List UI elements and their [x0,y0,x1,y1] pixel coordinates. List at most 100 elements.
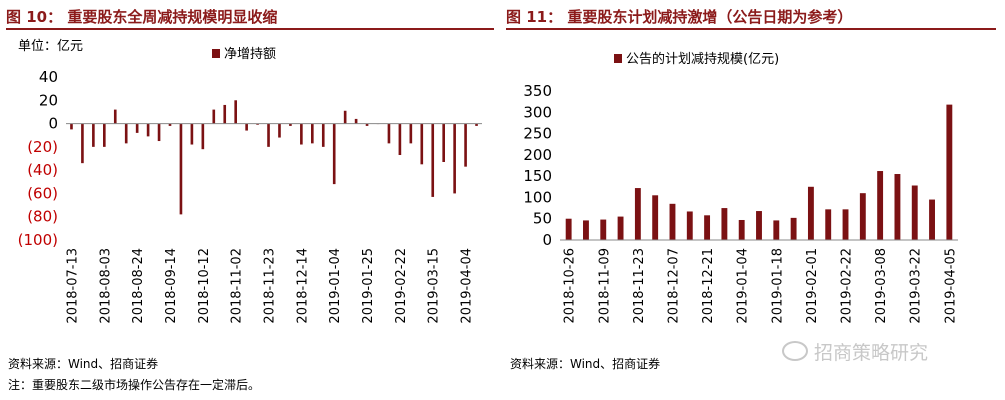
bar [464,123,467,167]
y-tick-label: 40 [39,68,58,86]
x-tick-label: 2019-02-22 [840,248,855,324]
bar [634,188,641,240]
bar [946,104,953,240]
left-source: 资料来源：Wind、招商证券 [8,357,159,371]
x-tick-label: 2018-12-21 [701,248,716,324]
bar [212,109,216,124]
bar [289,123,292,126]
x-tick-label: 2019-04-05 [943,248,958,324]
bar [790,217,797,240]
bar [113,109,117,124]
y-tick-label: 250 [523,125,552,143]
x-tick-label: 2018-10-12 [197,248,212,324]
x-tick-label: 2018-12-07 [666,248,681,324]
bar [146,123,150,137]
y-tick-label: 20 [39,91,58,109]
bar [617,216,624,240]
left-chart-title: 图 10： 重要股东全周减持规模明显收缩 [6,8,278,26]
x-tick-label: 2018-08-03 [98,248,113,324]
bar [387,123,391,144]
x-tick-label: 2018-11-09 [597,248,612,324]
y-tick-label: 100 [523,188,552,206]
x-tick-label: 2019-03-15 [427,248,442,324]
bar [756,211,762,240]
x-tick-label: 2018-12-14 [295,248,310,324]
bar [103,123,106,147]
y-tick-label: 200 [523,146,552,164]
bar [409,123,413,144]
bar [807,186,814,240]
bar [300,123,303,145]
bar [600,219,607,240]
bar [738,219,745,240]
right-chart-title: 图 11： 重要股东计划减持激增（公告日期为参考） [506,8,853,26]
bar [475,123,478,126]
bar [842,209,849,240]
x-tick-label: 2019-03-08 [874,248,889,324]
bar [453,123,456,194]
bar [894,174,901,240]
bar [442,123,445,162]
x-tick-label: 2019-01-25 [361,248,376,324]
bar [825,209,832,240]
x-tick-label: 2019-01-04 [736,248,751,324]
bar [135,123,139,133]
x-tick-label: 2018-07-13 [65,248,80,324]
bar [565,218,572,240]
bar [365,123,369,126]
x-tick-label: 2019-04-04 [460,248,475,324]
watermark-text: 招商策略研究 [814,342,929,364]
bar [398,123,402,156]
bar [652,195,659,240]
wechat-icon [782,341,808,361]
legend-swatch [212,49,220,58]
bar [859,193,866,240]
bar [911,185,918,240]
bar [190,123,194,145]
bar [929,199,935,240]
y-tick-label: 300 [523,103,552,121]
bar [201,123,205,150]
bar [583,220,589,240]
x-tick-label: 2018-08-24 [131,248,146,324]
right-title-rule [506,28,996,30]
bar [721,208,728,240]
bar [157,123,161,142]
bar [332,123,336,185]
x-tick-label: 2018-11-23 [632,248,647,324]
y-tick-label: 50 [533,210,552,228]
y-tick-label: (40) [27,161,58,179]
bar [179,123,183,215]
bar [278,123,281,138]
bar [420,123,424,165]
legend-label: 公告的计划减持规模(亿元) [626,51,779,67]
x-tick-label: 2019-02-22 [394,248,409,324]
left-title-rule [6,28,494,30]
bar [81,123,84,164]
watermark: 招商策略研究 [782,338,928,365]
bar [223,104,227,124]
bar [686,211,693,240]
y-tick-label: (20) [27,138,58,156]
x-tick-label: 2019-03-22 [909,248,924,324]
x-tick-label: 2018-11-02 [230,248,245,324]
bar [343,110,347,124]
x-tick-label: 2018-11-23 [263,248,278,324]
y-tick-label: (60) [27,184,58,202]
y-tick-label: (80) [27,208,58,226]
unit-label: 单位：亿元 [18,39,83,54]
bar [234,100,237,124]
bar [354,118,358,124]
x-tick-label: 2019-02-01 [805,248,820,324]
y-tick-label: 150 [523,167,552,185]
bar [669,203,676,240]
bar [168,123,172,126]
bar [321,123,325,147]
bar [773,220,780,240]
legend-swatch [614,54,622,63]
bar [70,123,73,130]
y-tick-label: (100) [18,231,58,249]
x-tick-label: 2019-01-18 [770,248,785,324]
bar [431,123,435,197]
